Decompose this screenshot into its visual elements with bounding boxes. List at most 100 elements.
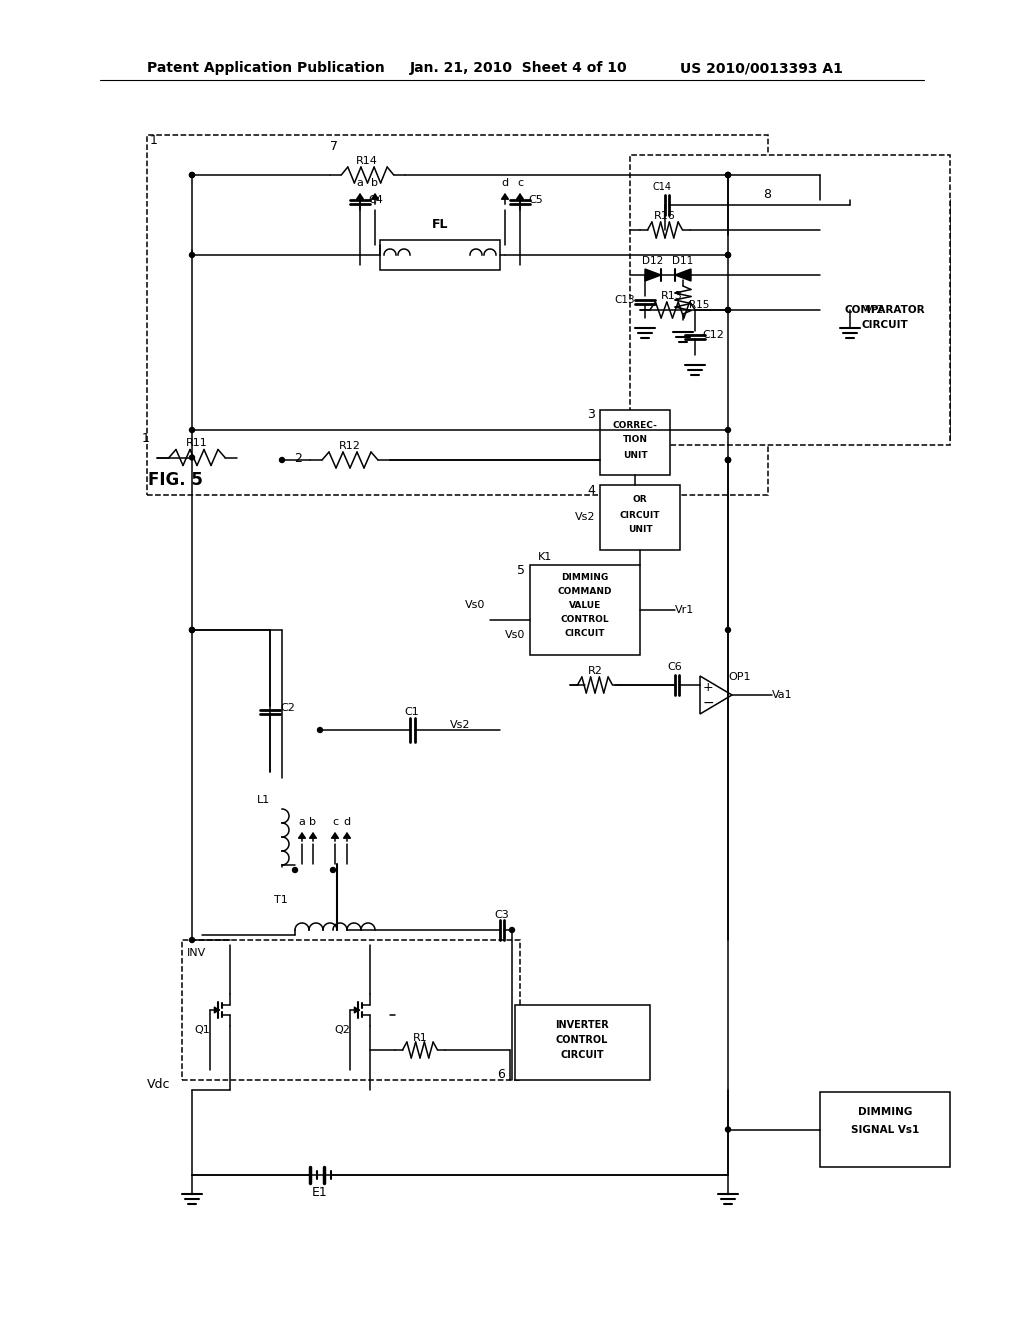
Text: K1: K1 [538,552,552,562]
Text: Vr2: Vr2 [865,305,885,315]
Text: DIMMING: DIMMING [858,1107,912,1117]
Text: C4: C4 [369,195,383,205]
Text: b: b [309,817,316,828]
Text: Patent Application Publication: Patent Application Publication [147,61,385,75]
Text: CIRCUIT: CIRCUIT [565,628,605,638]
Text: c: c [517,178,523,187]
Circle shape [725,428,730,433]
Text: US 2010/0013393 A1: US 2010/0013393 A1 [680,61,843,75]
Text: 4: 4 [587,483,595,496]
Circle shape [725,308,730,313]
Circle shape [510,928,514,932]
Text: Vs0: Vs0 [465,601,485,610]
Circle shape [189,428,195,433]
Circle shape [280,458,285,462]
Bar [380,240,500,271]
Text: d: d [502,178,509,187]
Text: INVERTER: INVERTER [555,1020,609,1030]
Text: Vdc: Vdc [146,1078,170,1092]
Text: Jan. 21, 2010  Sheet 4 of 10: Jan. 21, 2010 Sheet 4 of 10 [410,61,628,75]
Text: CIRCUIT: CIRCUIT [560,1049,604,1060]
Bar [152,430,242,484]
Text: c: c [332,817,338,828]
Circle shape [725,173,730,177]
Text: FL: FL [432,219,449,231]
Circle shape [189,252,195,257]
Bar [182,940,520,1080]
Text: UNIT: UNIT [623,450,647,459]
Text: R2: R2 [588,667,602,676]
Text: SIGNAL Vs1: SIGNAL Vs1 [851,1125,920,1135]
Circle shape [725,173,730,177]
Text: 1: 1 [142,432,150,445]
Text: 6: 6 [497,1068,505,1081]
Circle shape [725,1127,730,1133]
Text: COMPARATOR: COMPARATOR [845,305,926,315]
Text: DIMMING: DIMMING [561,573,608,582]
Text: C14: C14 [652,182,672,191]
Text: 3: 3 [587,408,595,421]
Text: VALUE: VALUE [569,601,601,610]
Bar [147,135,768,495]
Circle shape [725,308,730,313]
Circle shape [189,627,195,632]
Polygon shape [675,269,691,281]
Text: COMMAND: COMMAND [558,586,612,595]
Circle shape [189,455,195,459]
Circle shape [725,627,730,632]
Polygon shape [645,269,662,281]
Text: b: b [372,178,379,187]
Circle shape [189,627,195,632]
Text: Q2: Q2 [334,1026,350,1035]
Polygon shape [700,676,732,714]
Text: −: − [702,696,714,710]
Circle shape [725,458,730,462]
Text: 8: 8 [763,189,771,202]
Text: OP1: OP1 [729,672,752,682]
Text: C5: C5 [528,195,544,205]
Text: CIRCUIT: CIRCUIT [620,511,660,520]
Text: E1: E1 [312,1187,328,1200]
Bar [600,484,680,550]
Text: CONTROL: CONTROL [561,615,609,623]
Text: Vs2: Vs2 [450,719,470,730]
Text: CIRCUIT: CIRCUIT [861,319,908,330]
Circle shape [725,252,730,257]
Text: C6: C6 [668,663,682,672]
Text: Q1: Q1 [195,1026,210,1035]
Text: d: d [343,817,350,828]
Circle shape [189,173,195,177]
Bar [305,154,758,475]
Text: T1: T1 [274,895,288,906]
Bar [820,201,950,440]
Bar [515,1005,650,1080]
Bar [630,154,950,445]
Circle shape [317,727,323,733]
Text: C3: C3 [495,909,509,920]
Circle shape [725,458,730,462]
Text: D12: D12 [642,256,664,267]
Circle shape [293,867,298,873]
Text: 5: 5 [517,564,525,577]
Text: R11: R11 [186,438,208,449]
Circle shape [331,867,336,873]
Text: 1: 1 [150,133,158,147]
Text: R15: R15 [689,300,710,310]
Text: 7: 7 [330,140,338,153]
Text: R13: R13 [662,290,683,301]
Text: R14: R14 [356,156,378,166]
Text: TION: TION [623,436,647,445]
Text: C2: C2 [281,704,296,713]
Text: Vs2: Vs2 [574,512,595,523]
Text: C13: C13 [614,294,635,305]
Text: +: + [702,681,714,694]
Text: CORREC-: CORREC- [612,421,657,429]
Bar [600,411,670,475]
Text: R1: R1 [413,1034,427,1043]
Text: UNIT: UNIT [628,525,652,535]
Text: C12: C12 [702,330,724,341]
Text: CONTROL: CONTROL [556,1035,608,1045]
Text: C1: C1 [404,708,420,717]
Text: L1: L1 [257,795,270,805]
Text: Vs0: Vs0 [505,630,525,640]
